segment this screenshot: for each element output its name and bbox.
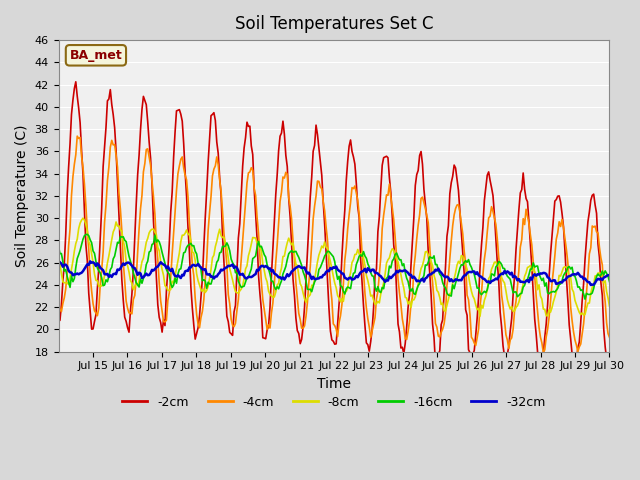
- -32cm: [587, 282, 595, 288]
- -4cm: [449, 223, 456, 228]
- -4cm: [604, 331, 612, 336]
- -4cm: [531, 273, 538, 278]
- -32cm: [447, 276, 455, 282]
- -4cm: [605, 335, 613, 340]
- -2cm: [449, 173, 456, 179]
- -2cm: [603, 357, 611, 362]
- -2cm: [605, 368, 613, 373]
- -16cm: [605, 279, 613, 285]
- -32cm: [54, 258, 62, 264]
- Text: BA_met: BA_met: [70, 49, 122, 62]
- -8cm: [449, 280, 456, 286]
- Line: -16cm: -16cm: [58, 234, 609, 299]
- -16cm: [83, 231, 91, 237]
- -16cm: [581, 296, 589, 302]
- -8cm: [79, 215, 87, 221]
- -8cm: [605, 303, 613, 309]
- Y-axis label: Soil Temperature (C): Soil Temperature (C): [15, 125, 29, 267]
- -4cm: [74, 133, 81, 139]
- -32cm: [605, 273, 613, 278]
- -32cm: [338, 271, 346, 276]
- -4cm: [75, 136, 83, 142]
- -16cm: [449, 282, 456, 288]
- -32cm: [529, 273, 537, 278]
- -8cm: [92, 277, 100, 283]
- -16cm: [340, 288, 348, 294]
- Line: -8cm: -8cm: [58, 218, 609, 316]
- Line: -2cm: -2cm: [58, 82, 609, 375]
- -2cm: [72, 79, 79, 84]
- -4cm: [340, 281, 348, 287]
- -2cm: [54, 319, 62, 324]
- -8cm: [532, 272, 540, 278]
- -2cm: [340, 228, 348, 233]
- -2cm: [75, 105, 83, 111]
- -8cm: [340, 299, 348, 304]
- -32cm: [91, 261, 99, 266]
- -4cm: [540, 349, 547, 355]
- -2cm: [531, 316, 538, 322]
- -16cm: [531, 264, 538, 270]
- -2cm: [92, 312, 100, 318]
- -32cm: [603, 273, 611, 279]
- -16cm: [92, 259, 100, 264]
- -8cm: [74, 236, 81, 242]
- -4cm: [92, 310, 100, 316]
- -8cm: [54, 259, 62, 264]
- -2cm: [604, 372, 612, 378]
- -16cm: [74, 256, 81, 262]
- -4cm: [54, 300, 62, 306]
- -8cm: [604, 295, 612, 301]
- Line: -32cm: -32cm: [58, 261, 609, 285]
- -8cm: [476, 313, 484, 319]
- -32cm: [74, 271, 81, 276]
- -16cm: [604, 274, 612, 279]
- -16cm: [54, 243, 62, 249]
- X-axis label: Time: Time: [317, 377, 351, 391]
- Legend: -2cm, -4cm, -8cm, -16cm, -32cm: -2cm, -4cm, -8cm, -16cm, -32cm: [117, 391, 550, 414]
- Line: -4cm: -4cm: [58, 136, 609, 352]
- Title: Soil Temperatures Set C: Soil Temperatures Set C: [235, 15, 433, 33]
